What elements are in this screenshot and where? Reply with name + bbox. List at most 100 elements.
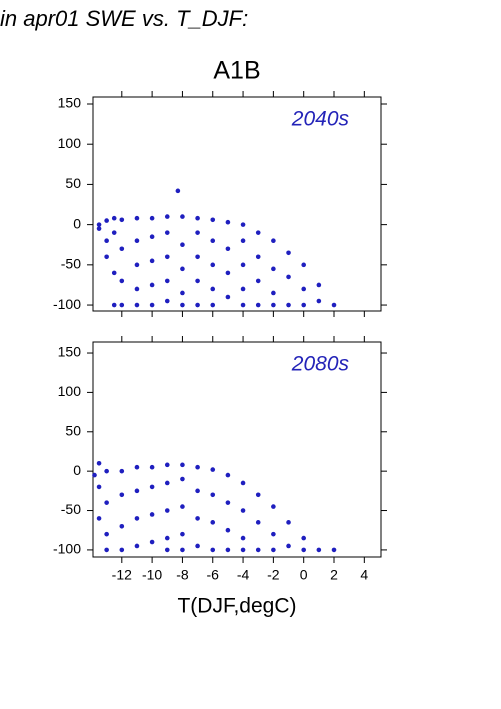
- point: [316, 547, 322, 553]
- point: [240, 286, 246, 292]
- point: [210, 547, 216, 553]
- point: [149, 258, 155, 264]
- point: [195, 543, 200, 549]
- point: [180, 242, 185, 248]
- point: [149, 302, 155, 308]
- point: [301, 262, 306, 268]
- point: [225, 246, 231, 252]
- point: [210, 467, 216, 472]
- x-axis-label: T(DJF,degC): [177, 595, 296, 618]
- point: [195, 278, 200, 284]
- x-tick-label: 0: [300, 567, 308, 583]
- point: [164, 480, 170, 486]
- point: [210, 238, 216, 244]
- point: [225, 547, 231, 553]
- point: [225, 294, 231, 300]
- point: [149, 484, 155, 490]
- point: [104, 254, 109, 260]
- point: [180, 290, 185, 296]
- point: [104, 238, 109, 244]
- point: [164, 214, 170, 219]
- y-tick-label: 50: [65, 175, 81, 191]
- point: [180, 531, 185, 537]
- point: [164, 508, 170, 513]
- point: [164, 230, 170, 235]
- point: [104, 468, 109, 474]
- point: [119, 547, 125, 553]
- point: [149, 464, 155, 470]
- point: [271, 504, 276, 509]
- y-tick-label: -100: [53, 296, 81, 312]
- point: [240, 222, 246, 227]
- point: [301, 535, 306, 541]
- point: [210, 520, 216, 525]
- point: [134, 516, 140, 521]
- point: [149, 234, 155, 239]
- point: [331, 302, 337, 308]
- point: [119, 302, 125, 308]
- point: [255, 278, 261, 284]
- x-tick-label: -12: [112, 567, 132, 583]
- point: [180, 462, 185, 468]
- y-tick-label: -100: [53, 541, 81, 557]
- point: [119, 278, 125, 284]
- point: [225, 527, 231, 533]
- point: [195, 302, 200, 308]
- point: [134, 286, 140, 292]
- point: [271, 531, 276, 537]
- point: [271, 266, 276, 272]
- point: [180, 266, 185, 272]
- point: [255, 254, 261, 260]
- point: [255, 547, 261, 553]
- point: [134, 488, 140, 494]
- y-tick-label: 100: [58, 135, 82, 151]
- point: [195, 464, 200, 470]
- point: [175, 188, 181, 194]
- y-tick-label: 150: [58, 344, 82, 360]
- point: [119, 217, 125, 223]
- point: [180, 476, 185, 482]
- point: [255, 230, 261, 235]
- point: [180, 504, 185, 509]
- point: [210, 262, 216, 268]
- point: [111, 302, 117, 308]
- point: [286, 520, 291, 525]
- point: [225, 472, 231, 478]
- y-tick-label: 0: [73, 462, 81, 478]
- point: [286, 250, 291, 256]
- y-tick-label: 0: [73, 215, 81, 231]
- point: [210, 302, 216, 308]
- point: [301, 547, 306, 553]
- y-tick-label: -50: [61, 501, 81, 517]
- point: [164, 278, 170, 284]
- point: [180, 547, 185, 553]
- point: [301, 286, 306, 292]
- point: [104, 218, 109, 223]
- point: [104, 531, 109, 537]
- x-tick-label: 2: [330, 567, 338, 583]
- point: [195, 254, 200, 260]
- point: [104, 500, 109, 505]
- point: [164, 462, 170, 468]
- x-tick-label: 4: [360, 567, 368, 583]
- point: [286, 274, 291, 280]
- point: [316, 282, 322, 288]
- point: [96, 226, 102, 231]
- point: [240, 480, 246, 486]
- point: [331, 547, 337, 553]
- point: [119, 523, 125, 529]
- point: [119, 492, 125, 498]
- point: [210, 217, 216, 223]
- chart-title: A1B: [213, 57, 260, 85]
- point: [210, 286, 216, 292]
- point: [225, 500, 231, 505]
- point: [96, 222, 102, 227]
- point: [195, 488, 200, 494]
- point: [271, 290, 276, 296]
- point: [271, 302, 276, 308]
- point: [96, 484, 102, 490]
- point: [286, 302, 291, 308]
- point: [164, 535, 170, 541]
- point: [240, 238, 246, 244]
